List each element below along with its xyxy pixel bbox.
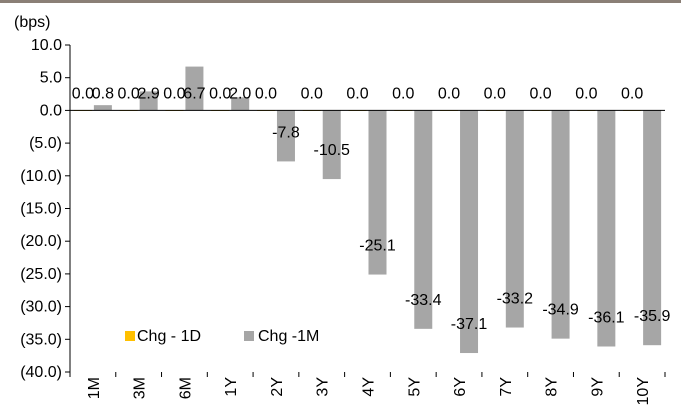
data-label-chg-1d: 0.0 — [72, 85, 94, 102]
data-label-chg-1m: 6.7 — [183, 85, 205, 102]
x-tick-label: 5Y — [406, 377, 423, 397]
data-label-chg-1m: 0.8 — [92, 85, 114, 102]
bar-chg-1m — [414, 110, 433, 329]
data-labels: 0.00.8 0.02.9 0.06.7 0.02.0 0.0-7.80.0-10.50… — [72, 85, 671, 333]
y-tick-label: (35.0) — [20, 331, 62, 348]
data-label-chg-1d: 0.0 — [255, 85, 277, 102]
x-tick-label: 7Y — [498, 377, 515, 397]
x-tick-label: 9Y — [589, 377, 606, 397]
data-label-chg-1m: -36.1 — [588, 309, 625, 326]
data-label-chg-1d: 0.0 — [209, 85, 231, 102]
data-label-chg-1d: 0.0 — [301, 85, 323, 102]
unit-label: (bps) — [14, 14, 50, 31]
x-tick-label: 3Y — [315, 377, 332, 397]
top-rule — [0, 0, 681, 3]
data-label-chg-1d: 0.0 — [529, 85, 551, 102]
bar-chg-1m — [93, 105, 112, 111]
x-tick-label: 8Y — [544, 377, 561, 397]
y-tick-label: 5.0 — [40, 70, 62, 87]
data-label-chg-1m: -7.8 — [272, 124, 300, 141]
data-label-chg-1d: 0.0 — [118, 85, 140, 102]
bar-chg-1m — [139, 91, 158, 111]
data-label-chg-1d: 0.0 — [392, 85, 414, 102]
y-tick-label: (10.0) — [20, 168, 62, 185]
data-label-chg-1d: 0.0 — [484, 85, 506, 102]
bars — [73, 66, 662, 354]
x-tick-label: 1Y — [223, 377, 240, 397]
y-tick-label: (40.0) — [20, 364, 62, 381]
x-tick-label: 10Y — [635, 377, 652, 406]
data-label-chg-1m: -37.1 — [451, 316, 488, 333]
y-tick-label: (20.0) — [20, 233, 62, 250]
bar-chg-1m — [322, 110, 341, 180]
data-label-chg-1d: 0.0 — [575, 85, 597, 102]
data-label-chg-1m: 2.0 — [229, 85, 251, 102]
bar-chg-1m — [505, 110, 524, 328]
legend-label-chg-1d: Chg - 1D — [137, 328, 201, 345]
x-tick-label: 3M — [132, 377, 149, 399]
data-label-chg-1m: -33.4 — [405, 292, 442, 309]
data-label-chg-1m: -34.9 — [542, 302, 579, 319]
x-tick-label: 6Y — [452, 377, 469, 397]
legend-swatch-chg-1d — [125, 331, 135, 341]
legend-label-chg-1m: Chg -1M — [258, 328, 319, 345]
y-tick-label: (5.0) — [29, 135, 62, 152]
y-tick-label: 0.0 — [40, 102, 62, 119]
bar-chg-1m — [185, 66, 204, 111]
x-tick-label: 6M — [177, 377, 194, 399]
y-tick-label: 10.0 — [31, 37, 62, 54]
bar-chg-1m — [368, 110, 387, 275]
bar-chg-1m — [643, 110, 662, 346]
data-label-chg-1m: -35.9 — [634, 308, 671, 325]
bar-chg-1m — [597, 110, 616, 347]
x-tick-label: 4Y — [361, 377, 378, 397]
bar-chg-1m — [231, 97, 250, 111]
bar-chg-1m — [551, 110, 570, 339]
y-tick-label: (25.0) — [20, 266, 62, 283]
data-label-chg-1d: 0.0 — [163, 85, 185, 102]
data-label-chg-1d: 0.0 — [438, 85, 460, 102]
legend-swatch-chg-1m — [244, 331, 254, 341]
y-tick-label: (15.0) — [20, 201, 62, 218]
x-tick-label: 1M — [86, 377, 103, 399]
data-label-chg-1m: 2.9 — [138, 85, 160, 102]
legend: Chg - 1D Chg -1M — [125, 328, 319, 345]
x-tick-label: 2Y — [269, 377, 286, 397]
data-label-chg-1d: 0.0 — [346, 85, 368, 102]
data-label-chg-1m: -10.5 — [313, 142, 350, 159]
bar-chg-1m — [460, 110, 479, 354]
y-tick-label: (30.0) — [20, 299, 62, 316]
y-axis-ticks: 10.0 5.0 0.0 (5.0) (10.0) (15.0) (20.0) (25.0) (… — [20, 37, 70, 381]
data-label-chg-1m: -33.2 — [497, 291, 534, 308]
data-label-chg-1d: 0.0 — [621, 85, 643, 102]
data-label-chg-1m: -25.1 — [359, 238, 396, 255]
x-axis-ticks: 1M 3M 6M 1Y 2Y 3Y 4Y 5Y 6Y 7Y 8Y 9Y 10Y — [69, 372, 666, 406]
bar-chg-1m — [276, 110, 295, 162]
